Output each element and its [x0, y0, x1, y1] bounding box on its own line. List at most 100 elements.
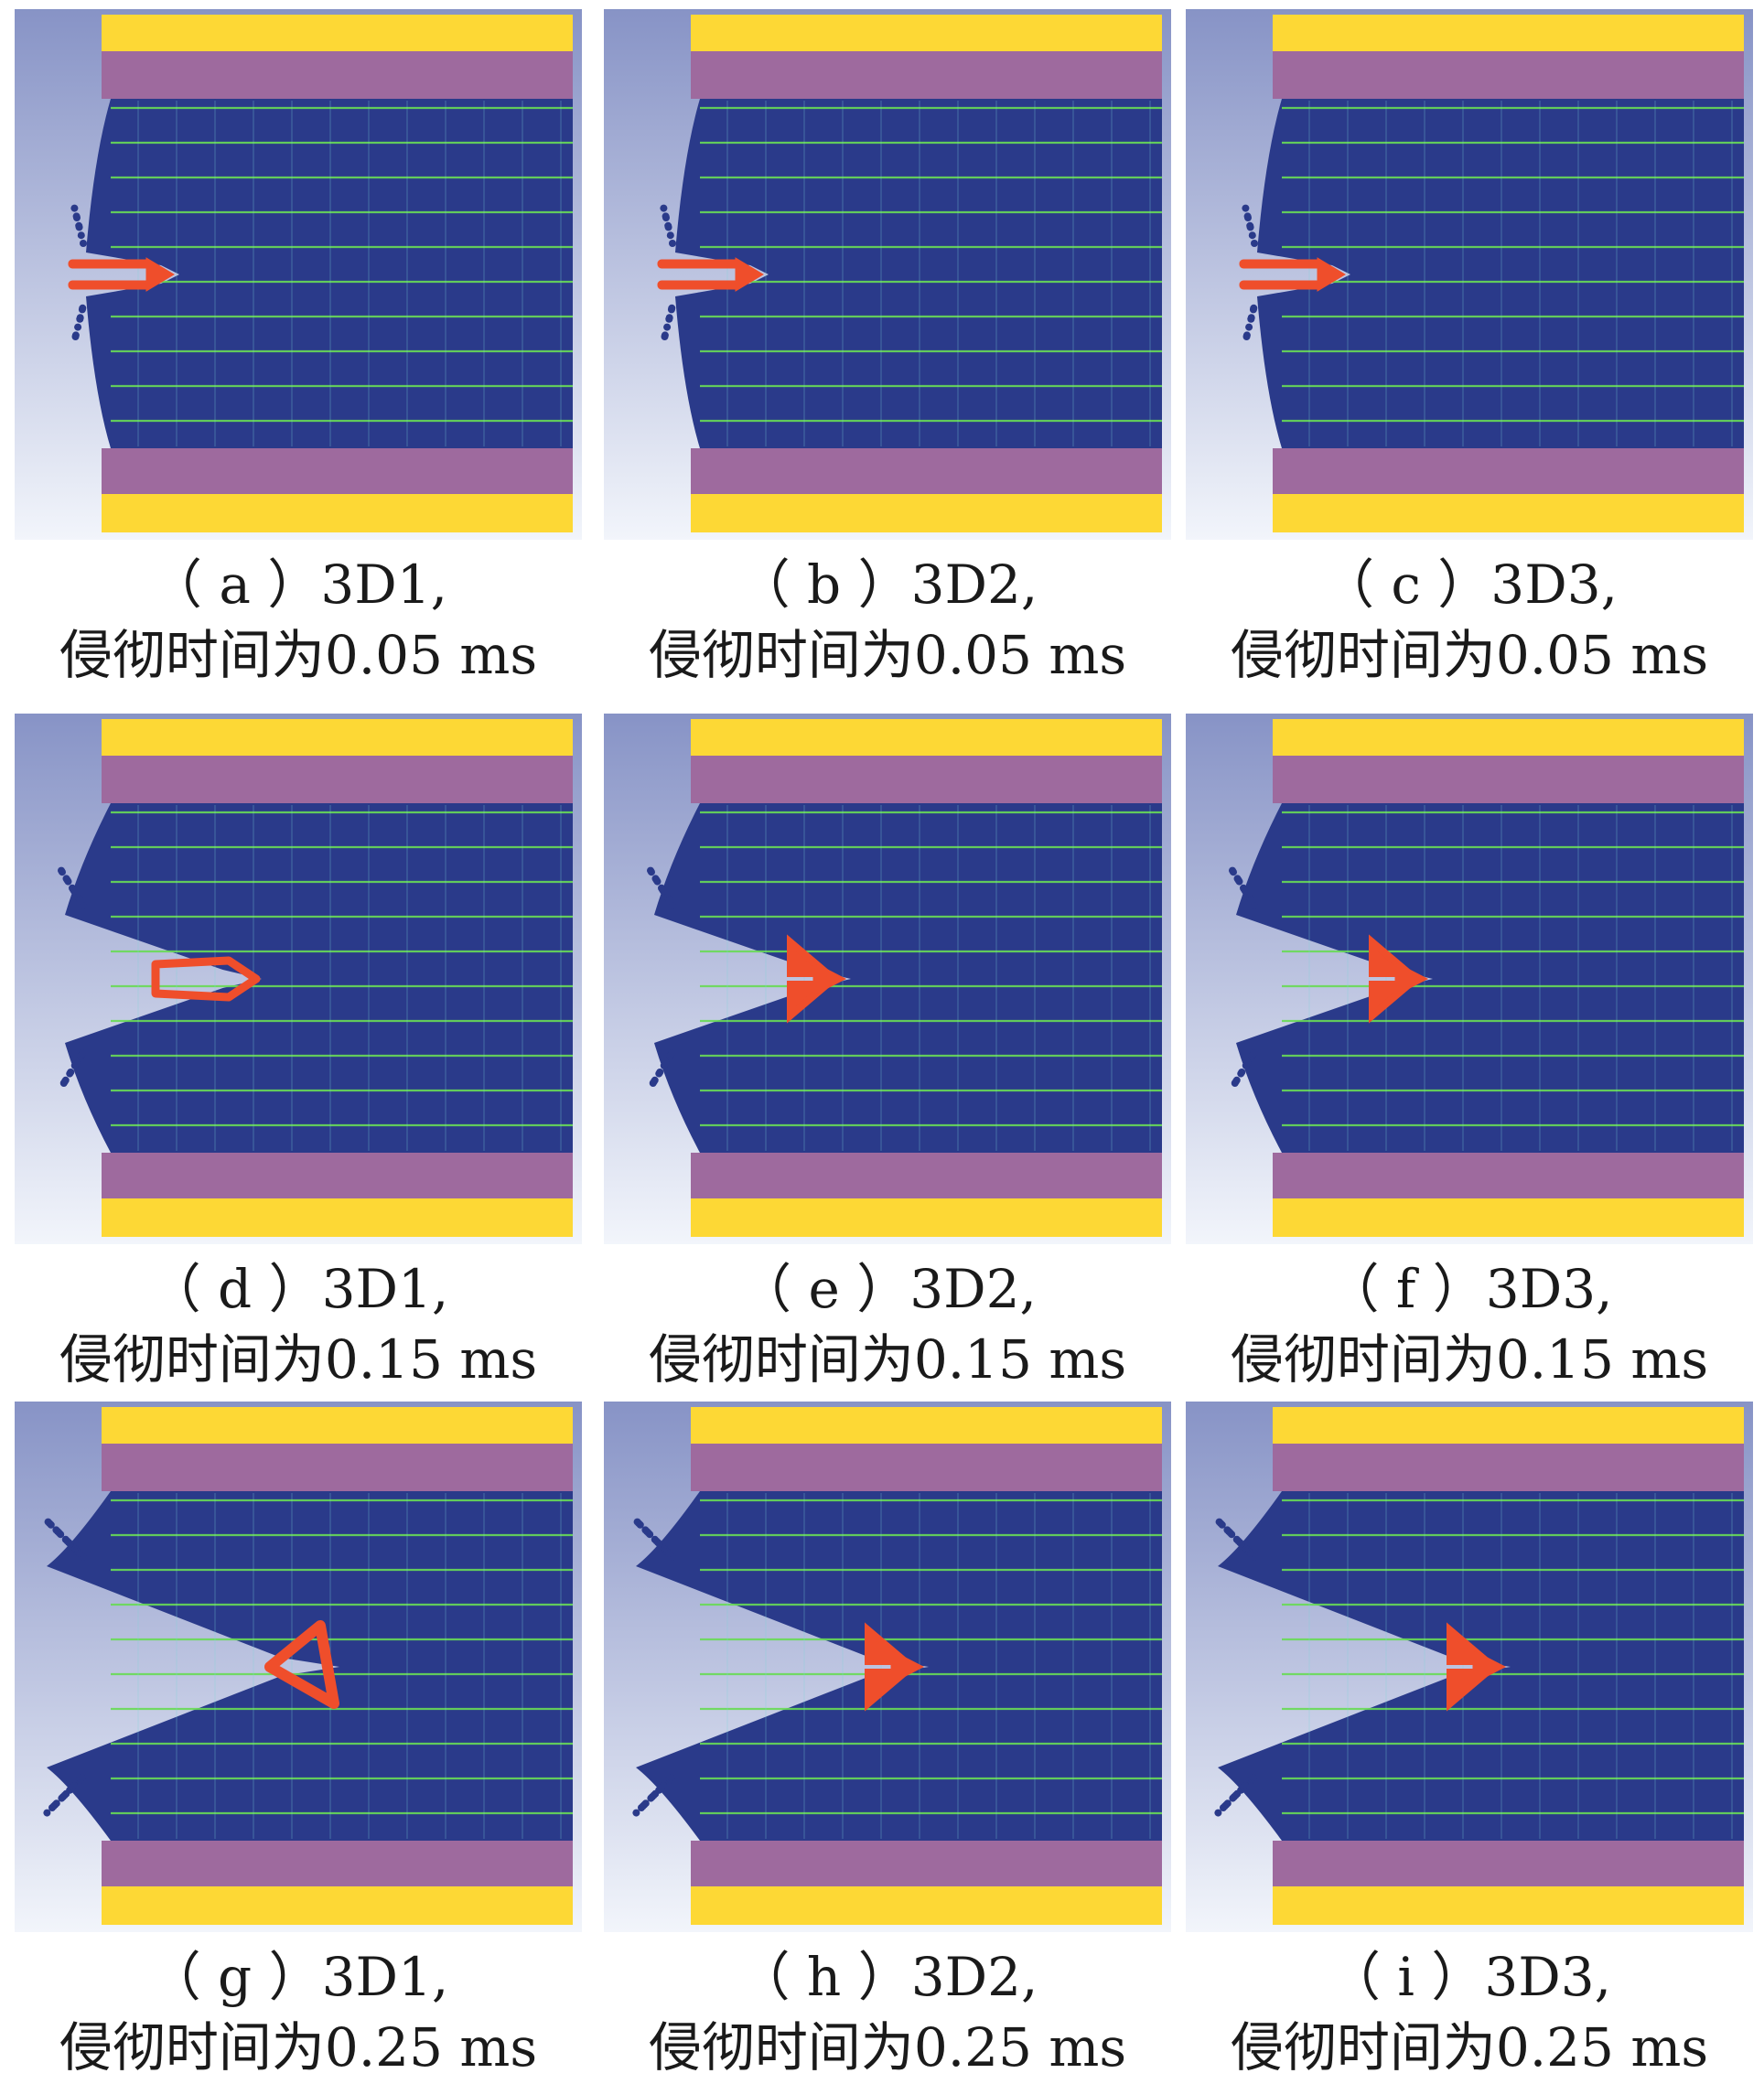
top-yellow-plate — [1273, 15, 1744, 51]
debris-particle — [1230, 868, 1237, 876]
debris-particle — [1223, 1799, 1232, 1808]
panel-d: （ d ）3D1, 侵彻时间为0.15 ms — [15, 714, 582, 1391]
penetration-time: 侵彻时间为0.05 ms — [1230, 624, 1709, 686]
debris-particle — [61, 1076, 70, 1084]
debris-particle — [660, 204, 668, 212]
composite-core — [65, 803, 573, 1153]
debris-particle — [669, 240, 676, 247]
panel-label: （ a ）3D1, — [148, 553, 448, 616]
bottom-yellow-plate — [102, 1886, 573, 1925]
panel-caption-h: （ h ）3D2, 侵彻时间为0.25 ms — [604, 1943, 1171, 2084]
debris-particle — [662, 214, 670, 221]
top-purple-layer — [1273, 1444, 1744, 1491]
debris-particle — [660, 887, 667, 895]
debris-particle — [668, 1049, 676, 1058]
penetration-time: 侵彻时间为0.05 ms — [648, 624, 1127, 686]
debris-particle — [1228, 1531, 1236, 1539]
panel-label: （ i ）3D3, — [1327, 1946, 1612, 2008]
simulation-image-d — [15, 714, 582, 1244]
debris-particle — [1251, 240, 1258, 247]
composite-core — [636, 1491, 1162, 1841]
debris-particle — [57, 1531, 65, 1539]
top-purple-layer — [102, 51, 573, 99]
debris-particle — [1244, 214, 1252, 221]
debris-particle — [1218, 1520, 1226, 1529]
bottom-yellow-plate — [102, 494, 573, 532]
projectile — [68, 257, 175, 292]
bottom-purple-layer — [1273, 1153, 1744, 1198]
penetration-time: 侵彻时间为0.15 ms — [648, 1328, 1127, 1391]
penetration-time: 侵彻时间为0.15 ms — [1230, 1328, 1709, 1391]
bottom-purple-layer — [102, 1153, 573, 1198]
projectile — [1239, 257, 1346, 292]
panel-label: （ d ）3D1, — [147, 1258, 449, 1320]
debris-particle — [43, 1809, 51, 1817]
debris-particle — [1242, 1782, 1249, 1789]
debris-particle — [653, 877, 662, 886]
top-yellow-plate — [102, 15, 573, 51]
panel-caption-i: （ i ）3D3, 侵彻时间为0.25 ms — [1186, 1943, 1753, 2084]
simulation-image-a — [15, 9, 582, 540]
debris-particle — [73, 214, 81, 221]
debris-particle — [665, 314, 673, 322]
debris-particle — [1233, 1789, 1242, 1798]
panel-label: （ h ）3D2, — [737, 1946, 1038, 2008]
projectile — [151, 956, 261, 1002]
panel-c: （ c ）3D3, 侵彻时间为0.05 ms — [1186, 9, 1753, 686]
debris-particle — [70, 887, 78, 895]
debris-particle — [62, 1789, 70, 1798]
debris-particle — [666, 231, 674, 240]
top-purple-layer — [1273, 51, 1744, 99]
panel-label: （ b ）3D2, — [737, 553, 1038, 616]
panel-caption-d: （ d ）3D1, 侵彻时间为0.15 ms — [15, 1255, 582, 1396]
bottom-yellow-plate — [691, 1886, 1162, 1925]
debris-particle — [667, 1774, 675, 1782]
debris-particle — [663, 323, 672, 331]
top-yellow-plate — [1273, 719, 1744, 756]
bottom-yellow-plate — [1273, 494, 1744, 532]
debris-particle — [1214, 1809, 1222, 1817]
panel-caption-a: （ a ）3D1, 侵彻时间为0.05 ms — [15, 551, 582, 692]
top-purple-layer — [1273, 756, 1744, 803]
debris-particle — [636, 1520, 644, 1529]
panel-label: （ e ）3D2, — [738, 1258, 1037, 1320]
panel-label: （ g ）3D1, — [147, 1946, 449, 2008]
panel-b: （ b ）3D2, 侵彻时间为0.05 ms — [604, 9, 1171, 686]
projectile — [1447, 1622, 1507, 1712]
debris-particle — [52, 1799, 60, 1808]
debris-particle — [1232, 1076, 1241, 1084]
debris-particle — [74, 323, 82, 331]
debris-particle — [1246, 223, 1254, 231]
debris-particle — [66, 1540, 74, 1548]
debris-particle — [1247, 1550, 1254, 1557]
debris-particle — [76, 1550, 83, 1557]
debris-particle — [77, 231, 85, 240]
debris-particle — [75, 223, 83, 231]
panel-caption-c: （ c ）3D3, 侵彻时间为0.05 ms — [1186, 551, 1753, 692]
debris-particle — [76, 314, 84, 322]
simulation-image-c — [1186, 9, 1753, 540]
projectile — [264, 1620, 339, 1709]
top-yellow-plate — [691, 15, 1162, 51]
debris-particle — [646, 1531, 654, 1539]
bottom-yellow-plate — [691, 494, 1162, 532]
top-purple-layer — [102, 756, 573, 803]
panel-i: （ i ）3D3, 侵彻时间为0.25 ms — [1186, 1402, 1753, 2079]
top-yellow-plate — [102, 1407, 573, 1444]
debris-particle — [1238, 1069, 1246, 1076]
simulation-image-e — [604, 714, 1171, 1244]
panel-e: （ e ）3D2, 侵彻时间为0.15 ms — [604, 714, 1171, 1391]
debris-particle — [665, 897, 673, 905]
bottom-yellow-plate — [1273, 1198, 1744, 1237]
debris-particle — [64, 877, 72, 886]
bottom-purple-layer — [1273, 1841, 1744, 1886]
top-purple-layer — [691, 51, 1162, 99]
debris-particle — [641, 1799, 650, 1808]
top-purple-layer — [691, 1444, 1162, 1491]
debris-particle — [668, 304, 676, 312]
debris-particle — [661, 331, 669, 339]
debris-particle — [1242, 887, 1249, 895]
debris-particle — [71, 331, 80, 339]
top-yellow-plate — [102, 719, 573, 756]
debris-particle — [76, 897, 84, 905]
